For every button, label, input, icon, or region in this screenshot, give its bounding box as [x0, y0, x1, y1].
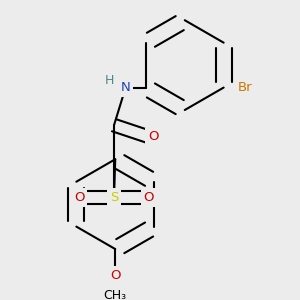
Text: H: H	[105, 74, 114, 87]
Text: O: O	[74, 191, 85, 204]
Text: O: O	[148, 130, 158, 143]
Text: CH₃: CH₃	[104, 289, 127, 300]
Text: O: O	[143, 191, 154, 204]
Text: S: S	[110, 191, 118, 204]
Text: Br: Br	[238, 81, 253, 94]
Text: O: O	[110, 268, 121, 282]
Text: N: N	[121, 81, 130, 94]
